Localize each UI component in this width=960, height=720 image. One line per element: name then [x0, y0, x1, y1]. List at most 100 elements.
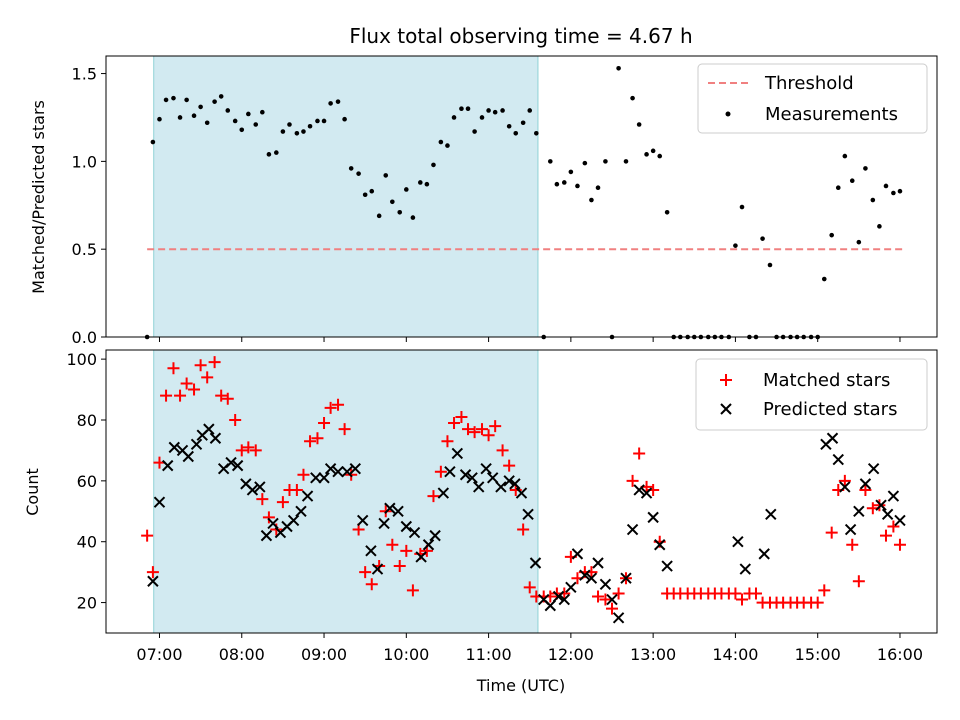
measurement-point	[246, 111, 251, 117]
predicted-star-marker	[378, 517, 390, 530]
measurement-point	[431, 162, 436, 168]
matched-star-marker	[612, 587, 625, 600]
y-tick-label: 80	[77, 411, 97, 430]
measurement-point	[561, 180, 567, 185]
matched-star-marker	[256, 493, 269, 506]
predicted-star-marker	[459, 469, 472, 481]
y-tick-label: 0.0	[72, 328, 97, 347]
matched-star-marker	[811, 596, 824, 609]
predicted-star-marker	[875, 499, 887, 511]
measurement-point	[348, 166, 354, 171]
measurement-point	[404, 187, 409, 192]
ratio-legend-box	[697, 63, 928, 134]
x-tick-label: 13:00	[630, 645, 676, 664]
measurement-point	[664, 210, 670, 215]
matched-star-marker	[852, 575, 865, 588]
predicted-star-marker	[626, 523, 639, 536]
predicted-star-marker	[522, 508, 534, 521]
measurement-point	[760, 236, 765, 241]
legend-matched-label: Matched stars	[763, 370, 890, 391]
measurement-point	[383, 173, 389, 178]
matched-star-marker	[174, 389, 187, 402]
measurement-point	[328, 101, 333, 106]
measurement-point	[150, 139, 156, 145]
predicted-star-marker	[826, 432, 839, 444]
highlight-band-rect	[153, 349, 539, 634]
matched-star-marker	[887, 520, 900, 533]
predicted-star-marker	[839, 481, 851, 493]
count-panel: 20 40 60 80 100 07:00 08:00 09:00 10:00 11:00 12:…	[23, 349, 938, 695]
matched-star-marker	[455, 410, 468, 423]
measurement-point	[198, 104, 203, 110]
matched-star-marker	[749, 587, 762, 600]
matched-star-marker	[873, 499, 886, 512]
matched-star-marker	[201, 371, 214, 384]
matched-star-marker	[893, 538, 906, 551]
measurement-point	[451, 115, 457, 120]
measurement-point	[287, 122, 292, 127]
matched-star-marker	[297, 468, 310, 481]
measurement-point	[547, 159, 553, 164]
y-tick-label: 1.0	[72, 152, 97, 171]
y-tick-label: 20	[77, 594, 97, 613]
matched-star-marker	[406, 584, 419, 597]
predicted-star-marker	[400, 520, 413, 533]
measurement-point	[390, 199, 395, 205]
measurement-point	[239, 127, 245, 133]
measurement-point	[362, 192, 368, 198]
predicted-star-marker	[867, 462, 880, 475]
measurement-point	[212, 99, 217, 104]
matched-star-marker	[229, 413, 242, 426]
predicted-star-marker	[844, 523, 857, 536]
x-tick-label: 12:00	[548, 645, 594, 664]
predicted-star-marker	[190, 438, 203, 451]
measurement-point	[459, 106, 464, 111]
measurement-point	[657, 153, 663, 159]
measurement-point	[274, 150, 279, 155]
measurement-point	[568, 169, 574, 175]
measurement-point	[883, 183, 889, 189]
measurement-point	[492, 109, 498, 115]
predicted-star-marker	[466, 472, 478, 484]
measurement-point	[650, 148, 656, 154]
measurement-point	[821, 276, 827, 282]
measurement-point	[589, 197, 594, 203]
measurement-point	[520, 120, 526, 126]
matched-star-marker	[393, 560, 406, 573]
matched-star-marker	[386, 538, 399, 551]
predicted-star-marker	[732, 536, 744, 548]
matched-star-marker	[262, 511, 275, 524]
predicted-star-marker	[295, 505, 307, 517]
x-tick-label: 07:00	[136, 645, 182, 664]
predicted-star-marker	[444, 466, 456, 478]
measurement-point	[163, 97, 169, 103]
measurement-point	[315, 118, 320, 124]
predicted-star-marker	[153, 496, 166, 508]
matched-star-marker	[365, 578, 378, 591]
matched-star-marker	[249, 444, 262, 457]
x-tick-label: 09:00	[301, 645, 347, 664]
predicted-star-marker	[853, 505, 865, 517]
measurement-point	[849, 178, 855, 183]
predicted-star-marker	[606, 593, 618, 606]
predicted-star-marker	[310, 472, 322, 484]
matched-star-marker	[318, 417, 331, 430]
predicted-star-marker	[558, 593, 570, 606]
predicted-star-marker	[552, 590, 565, 603]
measurement-point	[513, 130, 519, 136]
matched-star-marker	[242, 441, 255, 454]
matched-star-marker	[167, 362, 180, 375]
count-y-axis-label: Count	[23, 468, 42, 516]
count-plot-frame	[105, 349, 938, 634]
matched-star-marker	[332, 398, 345, 411]
predicted-star-marker	[365, 545, 377, 557]
matched-star-marker	[338, 423, 351, 436]
legend-threshold-label: Threshold	[764, 73, 854, 94]
measurement-point	[479, 115, 485, 120]
predicted-star-marker	[881, 508, 894, 521]
y-tick-label: 40	[77, 533, 97, 552]
legend-matched-swatch	[720, 374, 732, 386]
measurement-point	[253, 122, 259, 127]
measurement-point	[260, 109, 265, 115]
